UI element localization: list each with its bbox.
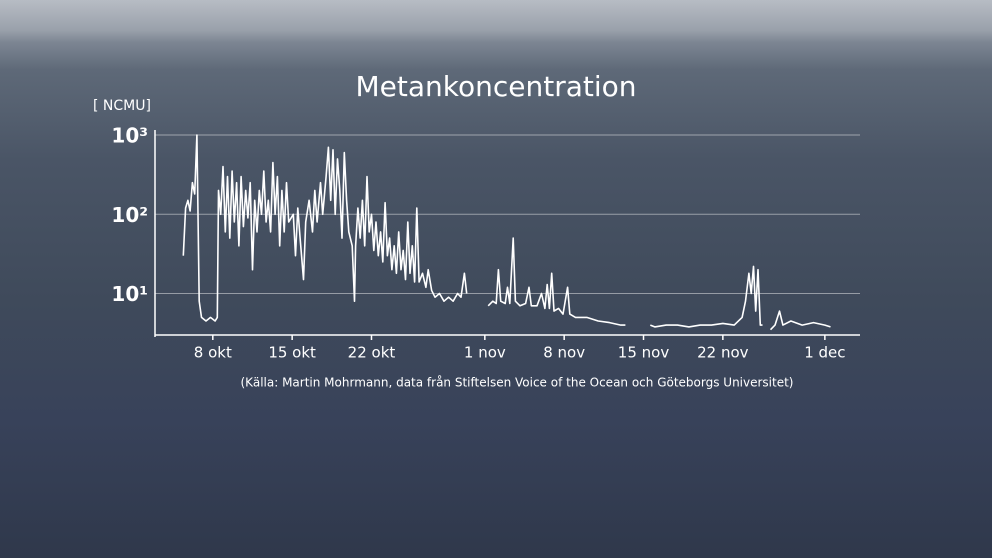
methane-line <box>182 134 831 331</box>
x-tick-label: 22 nov <box>697 344 749 362</box>
chart-title: Metankoncentration <box>355 70 636 103</box>
y-tick-label: 10¹ <box>111 282 148 306</box>
x-tick-label: 1 dec <box>804 344 845 362</box>
x-tick-label: 1 nov <box>464 344 506 362</box>
x-tick-label: 8 nov <box>543 344 585 362</box>
x-tick-label: 15 nov <box>618 344 670 362</box>
source-note: (Källa: Martin Mohrmann, data från Stift… <box>241 376 794 390</box>
x-tick-label: 22 okt <box>348 344 396 362</box>
x-tick-label: 8 okt <box>194 344 232 362</box>
y-tick-label: 10³ <box>111 124 148 148</box>
x-tick-label: 15 okt <box>268 344 316 362</box>
y-axis-label: [ NCMU] <box>93 98 151 114</box>
y-tick-label: 10² <box>111 203 148 227</box>
